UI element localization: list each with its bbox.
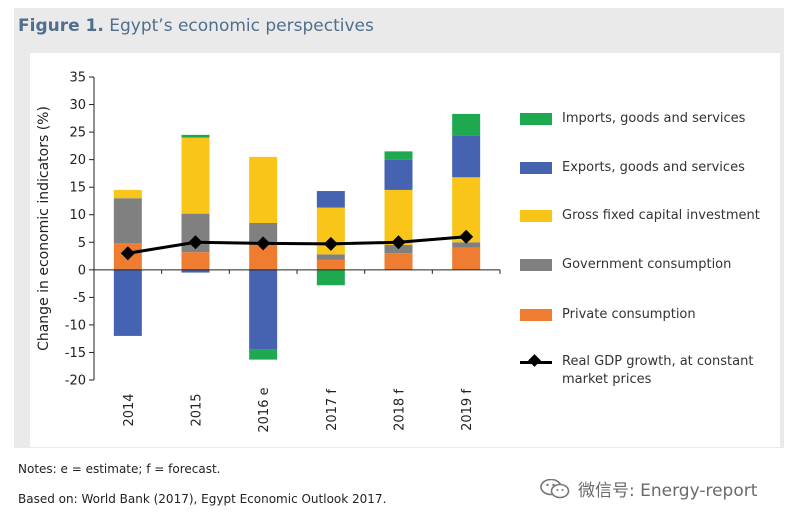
gdp-point (120, 246, 135, 261)
gdp-line (127, 235, 467, 255)
bar-segment-government (316, 254, 345, 260)
y-tick-label: -10 (65, 318, 86, 333)
bar-segment-exports (316, 191, 345, 208)
y-tick-label: -15 (65, 346, 86, 361)
gdp-point (391, 235, 406, 250)
legend-label-imports: Imports, goods and services (562, 111, 746, 126)
bar-segment-imports (249, 349, 278, 360)
legend-swatch-government (520, 259, 552, 271)
legend-label-government: Government consumption (562, 257, 732, 272)
x-tick-label: 2014 (122, 393, 137, 426)
y-tick-label: 25 (69, 126, 86, 141)
legend-item-investment: Gross fixed capital investment (520, 207, 760, 225)
gdp-point (459, 229, 474, 244)
y-tick-label: 0 (78, 263, 86, 278)
bar-segment-imports (384, 151, 413, 160)
bar-segment-private (384, 253, 413, 270)
figure-number: Figure 1. (18, 16, 104, 36)
x-tick-label: 2017 f (325, 389, 340, 431)
bar-segment-exports (113, 269, 142, 336)
gdp-point (188, 235, 203, 250)
bar-segment-investment (113, 189, 142, 199)
bar-segment-government (452, 242, 481, 248)
gdp-point (323, 236, 338, 251)
y-tick-label: 10 (69, 208, 86, 223)
notes-text: Notes: e = estimate; f = forecast. (18, 462, 221, 476)
figure-title-text: Egypt’s economic perspectives (109, 16, 374, 36)
bar-segment-exports (181, 269, 210, 273)
x-tick-label: 2015 (190, 393, 205, 426)
bar-segment-private (181, 252, 210, 270)
bar-segment-exports (452, 135, 481, 178)
legend-swatch-gdp (520, 353, 552, 371)
bar-segment-imports (181, 134, 210, 138)
legend-label-private: Private consumption (562, 307, 696, 322)
y-axis-label: Change in economic indicators (%) (36, 106, 52, 351)
legend-swatch-investment (520, 210, 552, 222)
legend-item-gdp: Real GDP growth, at constant market price… (520, 353, 753, 389)
source-text: Based on: World Bank (2017), Egypt Econo… (18, 492, 387, 506)
wechat-icon (540, 478, 570, 499)
x-tick-label: 2018 f (393, 389, 408, 431)
y-tick-label: -5 (73, 291, 86, 306)
y-tick-label: 15 (69, 181, 86, 196)
legend-label-exports: Exports, goods and services (562, 160, 745, 175)
bar-segment-private (452, 247, 481, 270)
legend-item-private: Private consumption (520, 306, 696, 324)
bar-segment-exports (384, 159, 413, 190)
legend-label-gdp: Real GDP growth, at constant market price… (562, 354, 754, 387)
legend-swatch-private (520, 309, 552, 321)
y-tick-label: 20 (69, 153, 86, 168)
legend-swatch-exports (520, 162, 552, 174)
bar-segment-exports (249, 269, 278, 350)
gdp-point (256, 236, 271, 251)
y-tick-label: 30 (69, 98, 86, 113)
y-tick-label: -20 (65, 374, 86, 389)
x-tick-label: 2019 f (460, 389, 475, 431)
legend-item-imports: Imports, goods and services (520, 110, 745, 128)
watermark: 微信号: Energy-report (540, 476, 757, 501)
bar-segment-private (316, 259, 345, 270)
bar-segment-government (249, 222, 278, 246)
bar-segment-imports (452, 113, 481, 136)
legend-swatch-imports (520, 113, 552, 125)
legend-label-investment: Gross fixed capital investment (562, 208, 760, 223)
bar-segment-imports (316, 269, 345, 286)
legend-item-exports: Exports, goods and services (520, 159, 745, 177)
watermark-text: 微信号: Energy-report (578, 481, 758, 501)
figure-title: Figure 1. Egypt’s economic perspectives (18, 16, 374, 36)
y-tick-label: 35 (69, 71, 86, 86)
bar-segment-government (113, 198, 142, 244)
bar-segment-investment (249, 156, 278, 223)
bar-segment-investment (181, 137, 210, 214)
legend-item-government: Government consumption (520, 256, 731, 274)
y-tick-label: 5 (78, 236, 86, 251)
x-tick-label: 2016 e (257, 387, 272, 432)
